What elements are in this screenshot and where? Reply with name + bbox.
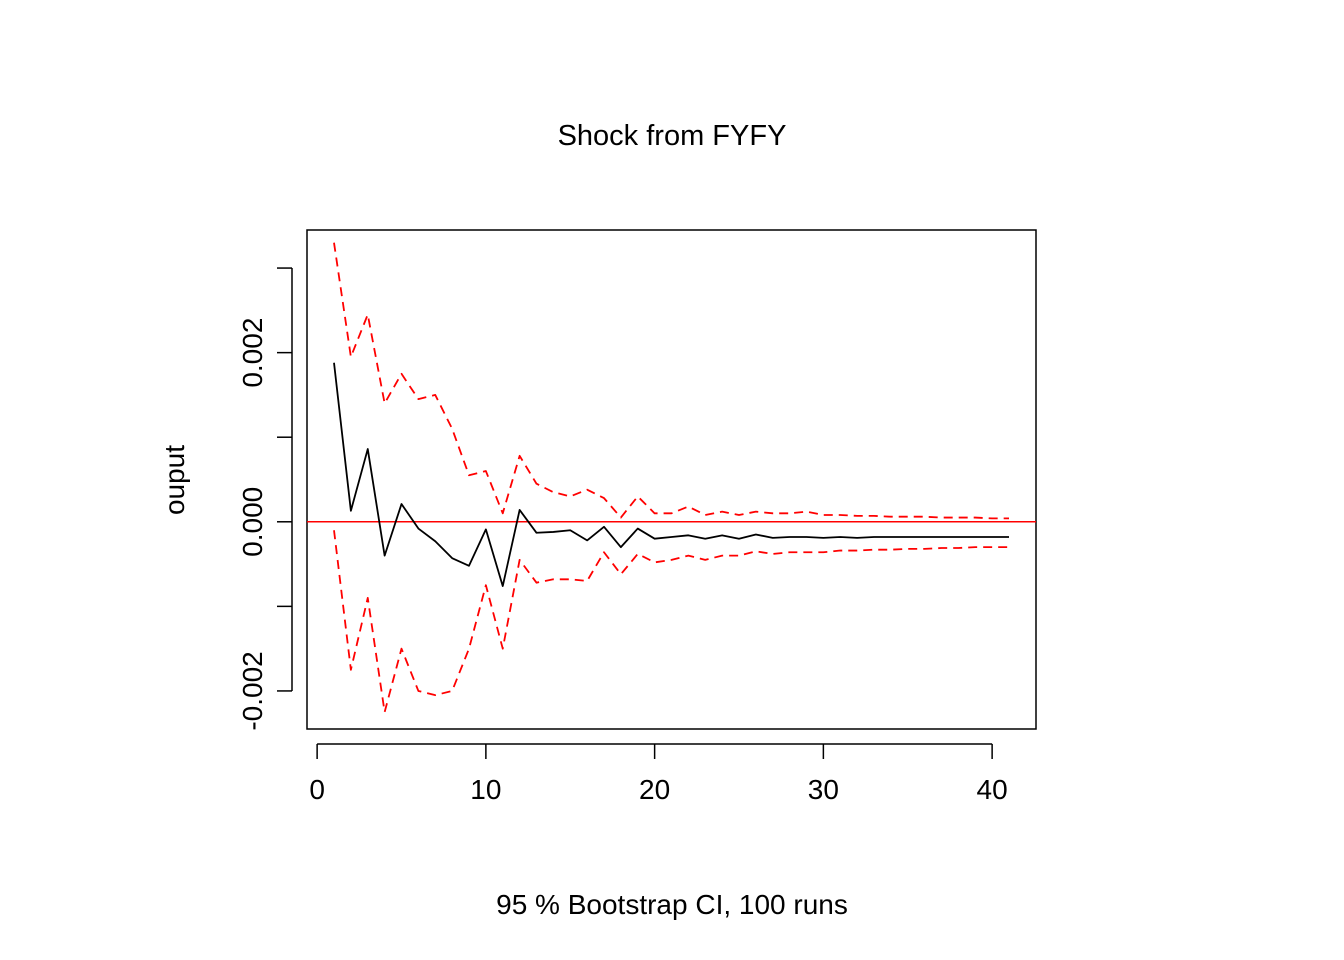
lower-ci-line <box>333 530 1009 713</box>
x-axis-label: 95 % Bootstrap CI, 100 runs <box>496 889 848 920</box>
plot-area-frame <box>306 229 1037 730</box>
x-axis: 0 10 20 30 40 <box>309 743 1008 805</box>
chart-title: Shock from FYFY <box>558 120 787 152</box>
x-tick-label: 30 <box>808 774 839 805</box>
x-tick-label: 40 <box>977 774 1008 805</box>
y-tick-label: 0.000 <box>237 487 268 557</box>
upper-ci-line <box>333 242 1009 520</box>
series-layer <box>333 242 1009 713</box>
y-axis-label: ouput <box>159 445 190 515</box>
y-axis: -0.002 0.000 0.002 <box>237 267 293 731</box>
x-tick-label: 0 <box>309 774 325 805</box>
x-tick-label: 20 <box>639 774 670 805</box>
y-tick-label: 0.002 <box>237 318 268 388</box>
x-tick-label: 10 <box>470 774 501 805</box>
y-tick-label: -0.002 <box>237 651 268 730</box>
response-line <box>333 362 1009 587</box>
